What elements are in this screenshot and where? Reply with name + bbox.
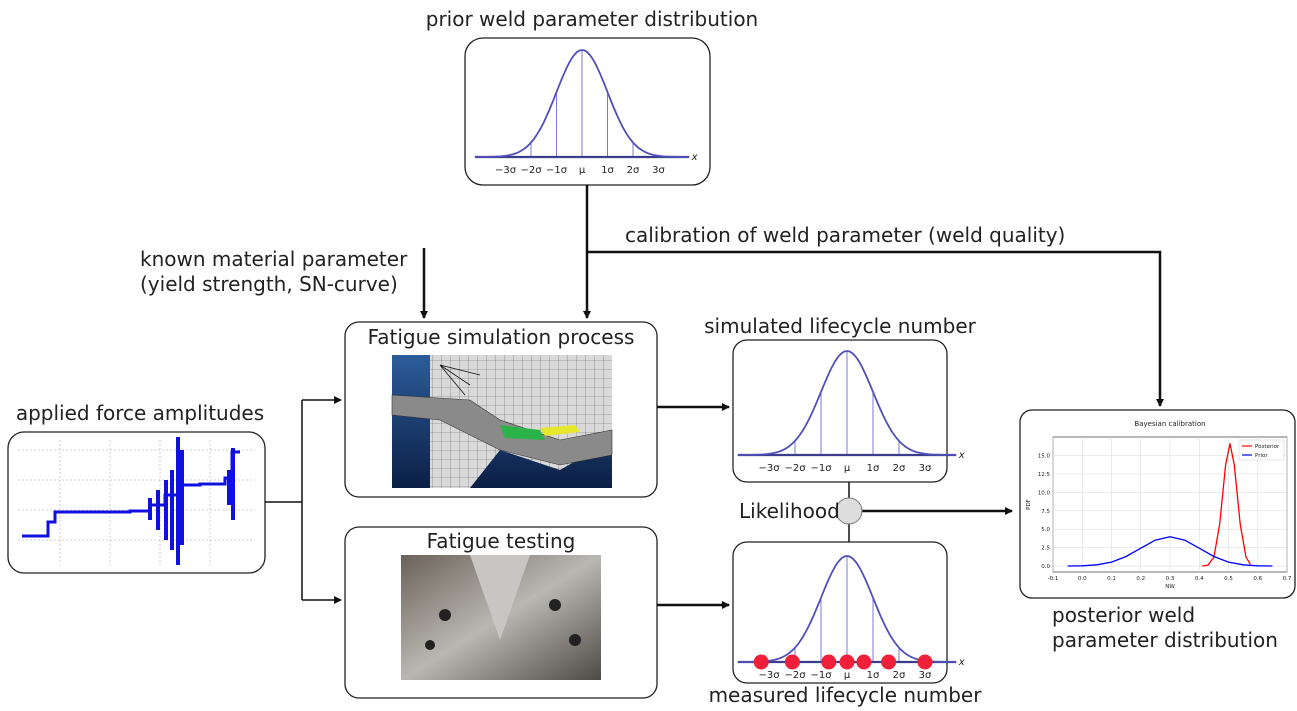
posterior-caption: parameter distribution (1052, 628, 1278, 652)
y-tick-label: 5.0 (1041, 527, 1050, 533)
prior-box (465, 38, 710, 185)
calibration-label: calibration of weld parameter (weld qual… (625, 223, 1065, 247)
sigma-label: μ (579, 165, 586, 176)
x-tick-label: 0.6 (1253, 576, 1262, 582)
y-tick-label: 15.0 (1038, 453, 1051, 459)
y-tick-label: 7.5 (1041, 509, 1050, 515)
sigma-label: −2σ (784, 670, 806, 681)
sigma-label: 1σ (867, 670, 880, 681)
axis-label: x (691, 152, 698, 163)
measurement-dot (821, 655, 836, 670)
y-axis-label: PDF (1026, 499, 1032, 510)
measurement-dot (881, 655, 896, 670)
y-tick-label: 0.0 (1041, 564, 1050, 570)
plot-title: Bayesian calibration (1134, 420, 1205, 428)
simulated-box (733, 340, 947, 482)
sigma-label: 3σ (652, 165, 665, 176)
measurement-dot (840, 655, 855, 670)
x-tick-label: 0.3 (1166, 576, 1175, 582)
x-tick-label: -0.1 (1048, 576, 1059, 582)
sigma-label: −1σ (546, 165, 568, 176)
sigma-label: −3σ (758, 463, 780, 474)
measurement-dot (918, 655, 933, 670)
force-box (8, 432, 265, 573)
sigma-label: −2σ (520, 165, 542, 176)
x-tick-label: 0.2 (1136, 576, 1145, 582)
x-tick-label: 0.4 (1195, 576, 1204, 582)
measured-title: measured lifecycle number (709, 683, 983, 707)
posterior-caption: posterior weld (1052, 603, 1195, 627)
sigma-label: 2σ (893, 463, 906, 474)
x-axis-label: NW (1165, 584, 1175, 590)
force-title: applied force amplitudes (16, 401, 264, 425)
sigma-label: −1σ (810, 670, 832, 681)
posterior-box (1020, 410, 1295, 598)
y-tick-label: 10.0 (1038, 490, 1051, 496)
y-tick-label: 2.5 (1041, 546, 1050, 552)
likelihood-label: Likelihood (739, 499, 840, 523)
sigma-label: 2σ (893, 670, 906, 681)
simulation-image (392, 355, 612, 488)
x-tick-label: 0.0 (1078, 576, 1087, 582)
x-tick-label: 0.7 (1283, 576, 1292, 582)
x-tick-label: 0.5 (1224, 576, 1233, 582)
sigma-label: 3σ (919, 670, 932, 681)
material-label: known material parameter (140, 247, 408, 271)
connector (265, 400, 302, 600)
axis-label: x (958, 450, 965, 461)
sigma-label: μ (844, 463, 851, 474)
legend-label: Prior (1255, 453, 1268, 459)
sigma-label: 1σ (601, 165, 614, 176)
sigma-label: 1σ (867, 463, 880, 474)
material-label: (yield strength, SN-curve) (140, 272, 398, 296)
axis-label: x (958, 657, 965, 668)
sigma-label: −3σ (495, 165, 517, 176)
sigma-label: μ (844, 670, 851, 681)
sigma-label: −1σ (810, 463, 832, 474)
sigma-label: −2σ (784, 463, 806, 474)
measurement-dot (754, 655, 769, 670)
simulated-title: simulated lifecycle number (704, 314, 976, 338)
simulation-title: Fatigue simulation process (368, 325, 635, 349)
sigma-label: −3σ (758, 670, 780, 681)
sigma-label: 2σ (627, 165, 640, 176)
test-photo (401, 555, 601, 680)
measurement-dot (785, 655, 800, 670)
sigma-label: 3σ (919, 463, 932, 474)
legend-label: Posterior (1255, 444, 1280, 450)
x-tick-label: 0.1 (1107, 576, 1116, 582)
y-tick-label: 12.5 (1038, 472, 1051, 478)
testing-title: Fatigue testing (427, 529, 576, 553)
diagram: prior weld parameter distribution calibr… (0, 0, 1297, 707)
measurement-dot (856, 655, 871, 670)
likelihood-node (836, 498, 862, 524)
prior-title: prior weld parameter distribution (426, 7, 758, 31)
